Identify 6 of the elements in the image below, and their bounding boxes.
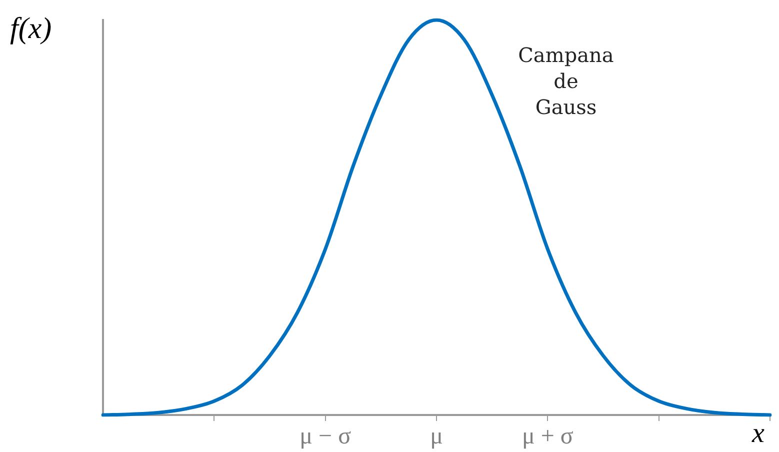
annotation: Campana de Gauss — [517, 42, 615, 120]
x-tick-label: μ + σ — [522, 424, 574, 450]
y-axis-title: f(x) — [10, 12, 52, 46]
x-tick-label: μ — [430, 424, 443, 450]
x-tick-label: μ − σ — [300, 424, 352, 450]
x-axis-title: x — [752, 418, 764, 450]
